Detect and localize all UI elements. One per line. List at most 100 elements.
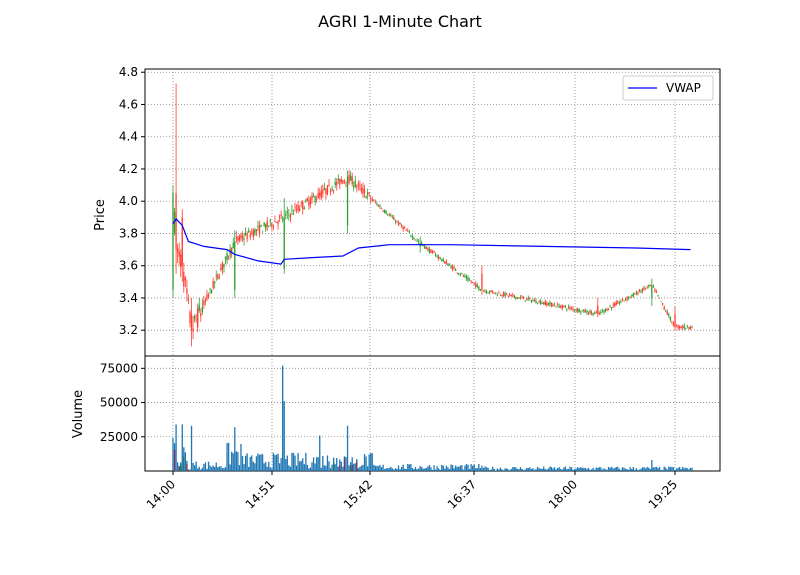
volume-bar <box>649 468 651 471</box>
candle-body <box>413 238 415 240</box>
volume-bar <box>408 464 410 471</box>
candle-body <box>461 273 463 275</box>
volume-bar <box>234 427 236 471</box>
price-y-tick-label: 3.8 <box>119 226 138 240</box>
candle-body <box>322 189 324 194</box>
volume-bar <box>541 468 543 471</box>
candle-body <box>297 204 299 211</box>
candle-body <box>252 230 254 238</box>
candle-body <box>669 316 672 321</box>
volume-bar <box>325 465 327 471</box>
candle-body <box>223 263 225 268</box>
candle-body <box>431 250 434 253</box>
candle-body <box>396 221 398 222</box>
volume-bar <box>569 466 571 471</box>
candle-body <box>201 307 204 312</box>
volume-bar <box>203 463 205 471</box>
volume-bar <box>521 469 523 471</box>
candle-body <box>516 297 519 299</box>
candle-body <box>261 231 264 233</box>
volume-bar <box>499 467 502 471</box>
candle-body <box>231 247 233 253</box>
volume-bar <box>417 468 420 471</box>
candle-body <box>632 293 634 297</box>
volume-overlay-bar <box>183 456 185 471</box>
candle-body <box>515 296 517 299</box>
candle-body <box>183 271 185 287</box>
candle-body <box>641 288 644 292</box>
candle-body <box>618 302 621 304</box>
candle-body <box>243 238 245 240</box>
candle-body <box>570 307 573 309</box>
volume-bar <box>315 457 318 471</box>
candle-body <box>248 230 250 233</box>
candle-body <box>587 313 590 314</box>
volume-bar <box>461 465 463 471</box>
candle-body <box>258 224 261 235</box>
candle-body <box>543 302 545 304</box>
volume-bar <box>172 438 174 471</box>
volume-bar <box>317 457 319 471</box>
volume-bar <box>237 452 239 471</box>
volume-bar <box>261 454 264 471</box>
volume-bar <box>689 467 692 471</box>
candle-body <box>379 206 381 208</box>
volume-bar <box>214 466 216 471</box>
volume-bar <box>339 459 341 471</box>
volume-bar <box>581 467 583 471</box>
candle-body <box>323 187 326 190</box>
candle-body <box>553 304 556 306</box>
candle-body <box>646 286 648 288</box>
candle-body <box>560 306 562 308</box>
volume-bar <box>626 469 628 471</box>
candle-body <box>456 272 458 274</box>
volume-bar <box>238 465 241 471</box>
candle-body <box>586 310 588 313</box>
volume-bar <box>462 469 465 471</box>
volume-bar <box>331 464 333 471</box>
candle-body <box>217 273 219 279</box>
candle-body <box>200 313 202 317</box>
candle-body <box>626 296 628 300</box>
volume-bar <box>229 464 231 471</box>
volume-bar <box>665 467 667 471</box>
candle-body <box>501 295 503 297</box>
candle-body <box>299 208 301 211</box>
volume-bar <box>666 469 668 471</box>
candle-body <box>578 309 580 313</box>
candle-body <box>368 193 370 194</box>
volume-bar <box>589 469 591 471</box>
volume-bar <box>195 461 197 471</box>
candle-body <box>652 285 655 287</box>
volume-bar <box>604 469 607 471</box>
candle-body <box>615 302 617 306</box>
volume-bar <box>519 467 522 471</box>
candle-body <box>207 294 210 297</box>
volume-bar <box>227 442 230 471</box>
candle-body <box>569 307 571 309</box>
volume-bar <box>416 469 418 471</box>
candle-body <box>238 235 241 241</box>
vwap-line <box>172 217 691 265</box>
volume-bar <box>383 469 386 471</box>
candle-body <box>190 314 193 331</box>
candle-body <box>184 277 187 281</box>
volume-bar <box>584 467 587 471</box>
candle-body <box>459 274 461 276</box>
volume-bar <box>312 457 315 471</box>
candle-body <box>547 303 550 305</box>
volume-bar <box>485 467 488 471</box>
volume-bar <box>580 467 582 471</box>
candle-body <box>677 325 679 329</box>
volume-bar <box>675 468 678 471</box>
x-tick-label: 15:42 <box>341 477 375 511</box>
volume-bar <box>590 469 593 471</box>
volume-bar <box>391 468 393 471</box>
volume-bar <box>397 465 400 471</box>
candle-body <box>220 267 222 271</box>
candle-body <box>481 273 483 290</box>
volume-bar <box>546 469 548 471</box>
volume-bar <box>320 467 322 471</box>
volume-overlay-bar <box>349 466 352 471</box>
